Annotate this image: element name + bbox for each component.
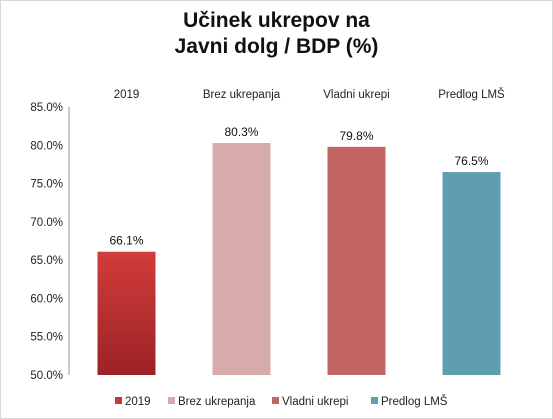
data-label: 76.5% (454, 154, 488, 168)
legend-swatch (168, 397, 175, 404)
legend-swatch (371, 397, 378, 404)
bar (328, 147, 386, 375)
legend-label: Brez ukrepanja (178, 396, 256, 408)
y-tick-label: 80.0% (30, 140, 63, 152)
bar (213, 143, 271, 375)
data-label: 66.1% (109, 234, 143, 248)
category-label: 2019 (114, 89, 140, 101)
category-label: Vladni ukrepi (323, 89, 389, 101)
y-tick-label: 60.0% (30, 293, 63, 305)
legend-label: 2019 (125, 396, 151, 408)
category-label: Brez ukrepanja (203, 89, 281, 101)
bars (98, 143, 501, 375)
y-tick-label: 55.0% (30, 332, 63, 344)
legend-label: Predlog LMŠ (381, 395, 448, 408)
bar (98, 252, 156, 375)
legend-swatch (272, 397, 279, 404)
y-tick-label: 70.0% (30, 217, 63, 229)
legend-label: Vladni ukrepi (282, 396, 348, 408)
y-axis: 50.0% 55.0% 60.0% 65.0% 70.0% 75.0% 80.0% 85.0% (30, 102, 69, 382)
y-tick-label: 75.0% (30, 179, 63, 191)
category-label: Predlog LMŠ (438, 88, 505, 101)
category-labels: 2019 Brez ukrepanja Vladni ukrepi Predlog L… (114, 88, 505, 101)
data-labels: 66.1% 80.3% 79.8% 76.5% (109, 125, 488, 248)
legend-swatch (115, 397, 122, 404)
y-tick-label: 65.0% (30, 255, 63, 267)
data-label: 79.8% (339, 129, 373, 143)
y-tick-label: 85.0% (30, 102, 63, 114)
legend: 2019 Brez ukrepanja Vladni ukrepi Predlog L… (115, 395, 448, 408)
data-label: 80.3% (224, 125, 258, 139)
y-tick-label: 50.0% (30, 370, 63, 382)
bar (443, 172, 501, 375)
